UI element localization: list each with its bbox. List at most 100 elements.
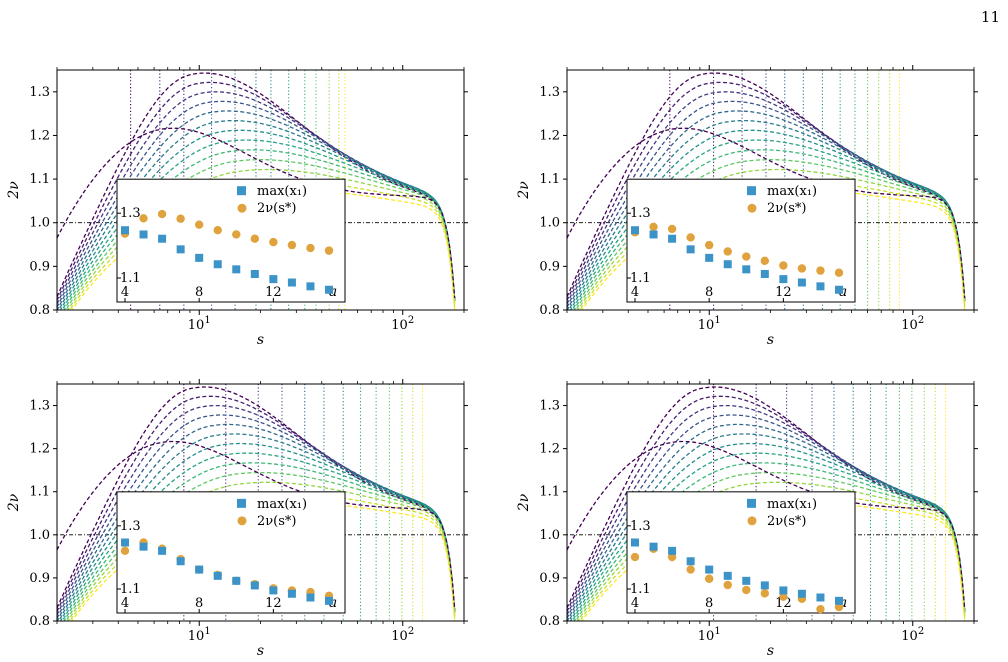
- inset-point-max-x1: [325, 285, 333, 294]
- chart-panel-bottom-right: 0.80.91.01.11.21.3101102s2ν48121.31.1ama…: [516, 379, 978, 659]
- series-line: [569, 129, 966, 310]
- x-tick-label: 102: [391, 626, 414, 644]
- inset-point-max-x1: [835, 285, 843, 294]
- inset-point-max-x1: [686, 557, 695, 566]
- legend-label: 2ν(s*): [257, 201, 297, 216]
- y-tick-label: 1.0: [539, 216, 560, 231]
- series-line: [57, 404, 456, 616]
- inset-frame: [626, 491, 856, 614]
- inset-point-2nu: [723, 580, 732, 590]
- x-axis-label: s: [257, 643, 264, 659]
- legend-marker-square: [747, 498, 756, 508]
- inset-point-max-x1: [306, 282, 315, 291]
- inset-point-max-x1: [816, 593, 825, 602]
- series-line: [59, 129, 456, 310]
- inset-point-max-x1: [121, 538, 129, 547]
- series-line: [567, 386, 966, 612]
- series-line: [567, 395, 966, 612]
- legend-marker-circle: [747, 516, 757, 526]
- inset-point-2nu: [760, 256, 770, 266]
- series-line: [567, 72, 966, 301]
- inset-point-max-x1: [176, 557, 185, 566]
- inset-point-max-x1: [705, 565, 714, 574]
- inset-point-max-x1: [742, 265, 751, 274]
- legend-marker-circle: [237, 203, 247, 213]
- series-line: [569, 442, 966, 621]
- inset-point-2nu: [269, 237, 278, 247]
- inset-point-2nu: [760, 589, 770, 598]
- legend-marker-circle: [747, 203, 757, 213]
- inset-point-max-x1: [760, 581, 769, 590]
- series-line: [577, 481, 966, 621]
- series-line: [57, 81, 456, 301]
- y-tick-label: 1.0: [29, 216, 50, 231]
- y-tick-label: 0.8: [29, 614, 50, 629]
- inset-frame: [116, 178, 346, 303]
- inset-point-2nu: [797, 264, 807, 273]
- inset-x-tick-label: 8: [705, 285, 713, 300]
- inset-point-max-x1: [250, 581, 259, 590]
- y-tick-label: 0.9: [29, 259, 50, 274]
- x-axis-label: s: [767, 332, 774, 348]
- legend-label: max(x₁): [257, 497, 307, 512]
- inset-point-max-x1: [250, 270, 259, 279]
- chart-panel-top-right: 0.80.91.01.11.21.3101102s2ν48121.31.1ama…: [516, 65, 978, 348]
- inset-point-max-x1: [139, 230, 148, 239]
- inset-x-tick-label: 8: [195, 285, 203, 300]
- y-tick-label: 0.9: [539, 259, 560, 274]
- y-axis-label: 2ν: [6, 181, 22, 200]
- inset-point-2nu: [779, 261, 788, 270]
- inset-point-max-x1: [797, 278, 806, 287]
- y-tick-label: 1.2: [29, 128, 50, 143]
- series-line: [57, 395, 456, 612]
- inset-point-2nu: [686, 565, 695, 574]
- inset-point-2nu: [176, 214, 185, 223]
- inset-x-tick-label: 8: [195, 596, 203, 611]
- inset-frame: [626, 178, 856, 303]
- series-line: [567, 404, 966, 616]
- inset-point-max-x1: [287, 278, 296, 287]
- inset-point-max-x1: [325, 596, 333, 605]
- y-tick-label: 0.9: [539, 571, 560, 586]
- inset-x-tick-label: 4: [121, 285, 129, 300]
- inset-point-max-x1: [213, 571, 222, 580]
- legend-label: max(x₁): [767, 184, 817, 199]
- series-line: [63, 149, 456, 310]
- inset-y-tick-label: 1.3: [630, 519, 651, 534]
- inset-point-2nu: [287, 240, 297, 250]
- inset-x-tick-label: 8: [705, 596, 713, 611]
- inset-point-2nu: [704, 240, 714, 250]
- inset-point-2nu: [120, 546, 130, 556]
- legend-marker-square: [747, 186, 756, 196]
- inset-x-tick-label: 12: [775, 285, 792, 300]
- legend-label: 2ν(s*): [257, 514, 297, 529]
- y-tick-label: 1.1: [539, 172, 560, 187]
- series-line: [57, 127, 456, 299]
- y-tick-label: 1.3: [29, 85, 50, 100]
- inset-x-tick-label: 4: [631, 285, 639, 300]
- series-line: [577, 168, 966, 310]
- inset-point-max-x1: [816, 282, 825, 291]
- inset-point-2nu: [704, 574, 714, 583]
- inset-y-tick-label: 1.3: [120, 519, 141, 534]
- inset-point-max-x1: [779, 586, 788, 595]
- legend-marker-circle: [237, 516, 247, 526]
- series-line: [57, 72, 456, 301]
- inset-y-tick-label: 1.1: [120, 582, 141, 597]
- inset-point-2nu: [139, 214, 148, 223]
- inset-point-2nu: [834, 268, 844, 277]
- inset-point-max-x1: [158, 234, 167, 243]
- inset-point-max-x1: [668, 234, 677, 243]
- y-tick-label: 1.1: [29, 485, 50, 500]
- inset-point-max-x1: [121, 226, 129, 235]
- page-number: 11: [980, 8, 1000, 26]
- x-tick-label: 102: [901, 626, 924, 644]
- inset-point-max-x1: [232, 265, 241, 274]
- series-line: [59, 442, 456, 621]
- inset-point-2nu: [306, 243, 315, 253]
- inset-point-2nu: [834, 602, 844, 612]
- legend-label: 2ν(s*): [767, 514, 807, 529]
- inset-point-max-x1: [195, 253, 204, 262]
